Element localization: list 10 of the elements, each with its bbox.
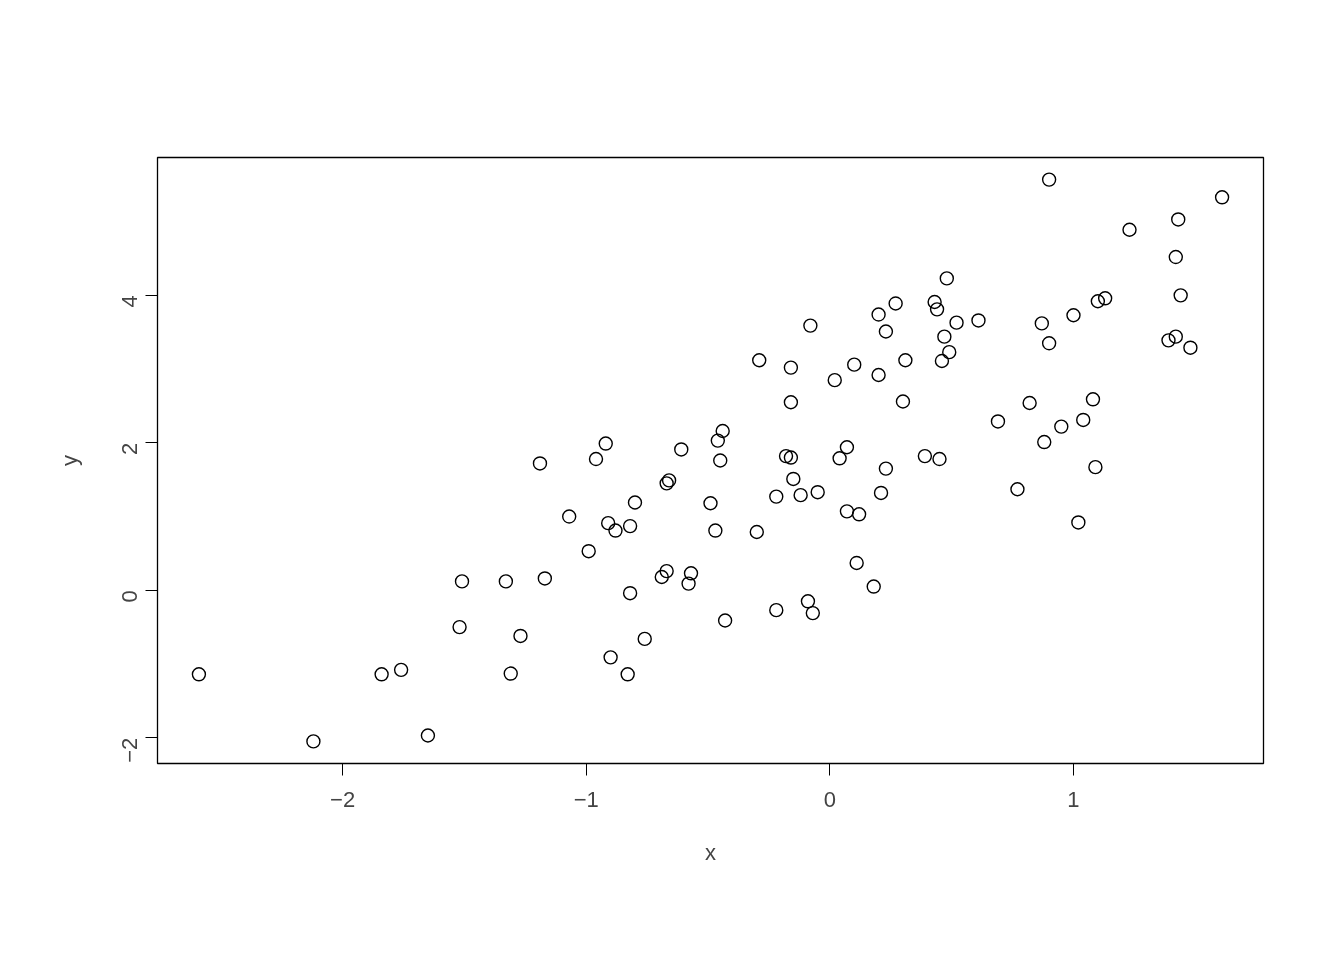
x-tick-label: −2: [330, 786, 356, 812]
y-tick-label: 0: [117, 590, 142, 603]
x-tick-label: 0: [823, 786, 836, 812]
y-axis-title: y: [56, 455, 82, 466]
x-tick-label: −1: [573, 786, 599, 812]
x-tick-label: 1: [1067, 786, 1080, 812]
y-tick-label: −2: [117, 737, 142, 763]
y-tick-label: 4: [117, 295, 142, 308]
x-axis-title: x: [705, 839, 716, 865]
y-tick-label: 2: [117, 442, 142, 456]
